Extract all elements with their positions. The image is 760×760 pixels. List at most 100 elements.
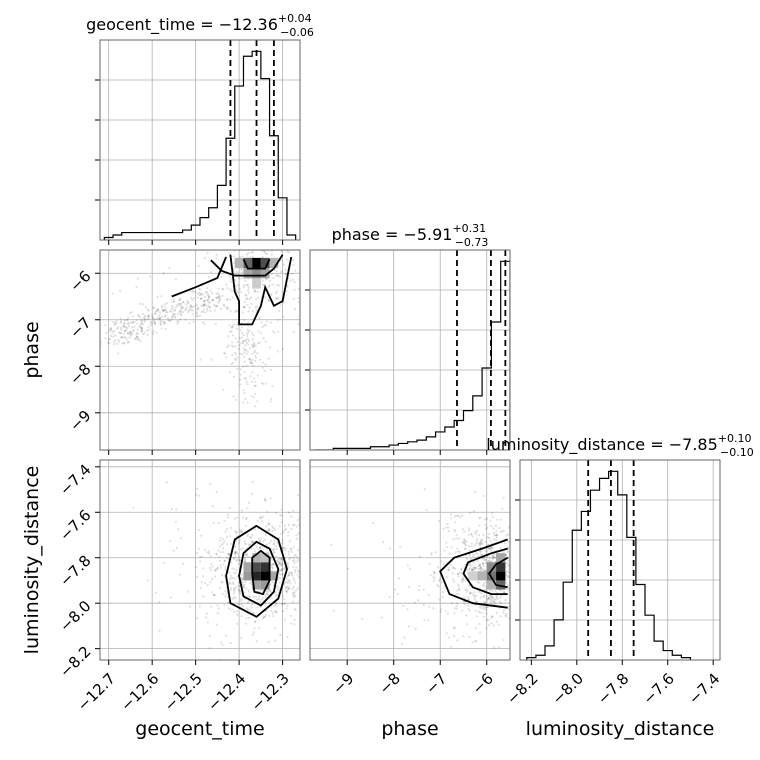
sample-point [156, 295, 159, 298]
sample-point [230, 290, 234, 293]
sample-point [258, 595, 261, 598]
sample-point [522, 556, 524, 558]
sample-point [456, 639, 459, 642]
sample-point [206, 251, 209, 255]
sample-point [195, 493, 198, 496]
density-cell [252, 580, 261, 590]
panel-title-luminosity_distance: luminosity_distance = −7.85+0.10 −0.10 [486, 432, 753, 459]
sample-point [271, 525, 274, 528]
sample-point [199, 555, 202, 558]
sample-point [486, 597, 490, 600]
sample-point [238, 558, 241, 562]
sample-point [479, 542, 482, 545]
sample-point [482, 562, 485, 566]
sample-point [452, 538, 455, 541]
sample-point [321, 520, 323, 522]
sample-point [242, 586, 245, 589]
sample-point [238, 378, 242, 381]
sample-point [265, 543, 268, 546]
sample-point [513, 566, 515, 568]
sample-point [528, 521, 530, 523]
sample-point [238, 277, 241, 280]
sample-point [245, 341, 248, 344]
sample-point [454, 551, 457, 554]
sample-point [225, 345, 229, 349]
sample-point [475, 640, 478, 643]
sample-point [162, 309, 165, 312]
sample-point [211, 298, 214, 301]
sample-point [534, 552, 536, 554]
sample-point [229, 589, 232, 592]
sample-point [471, 593, 475, 596]
sample-point [484, 601, 487, 604]
sample-point [270, 294, 273, 297]
sample-point [210, 577, 214, 581]
sample-point [252, 595, 255, 599]
sample-point [507, 540, 510, 543]
sample-point [239, 383, 242, 386]
sample-point [303, 564, 305, 566]
sample-point [529, 585, 531, 587]
sample-point [578, 604, 580, 606]
sample-point [125, 318, 128, 322]
sample-point [240, 636, 243, 640]
sample-point [418, 525, 420, 527]
sample-point [225, 306, 228, 309]
sample-point [269, 590, 272, 594]
sample-point [175, 306, 178, 309]
sample-point [427, 593, 430, 597]
sample-point [396, 592, 399, 596]
sample-point [191, 309, 194, 312]
sample-point [169, 319, 172, 323]
sample-point [315, 273, 317, 275]
sample-point [105, 331, 108, 334]
sample-point [583, 585, 585, 587]
sample-point [479, 569, 482, 572]
sample-point [239, 373, 242, 376]
sample-point [453, 567, 457, 570]
sample-point [220, 275, 223, 278]
sample-point [320, 540, 322, 542]
sample-point [231, 577, 234, 580]
sample-point [259, 600, 262, 603]
sample-point [297, 576, 300, 579]
sample-point [493, 553, 496, 556]
sample-point [204, 304, 208, 307]
sample-point [294, 589, 298, 592]
sample-point [453, 580, 456, 583]
sample-point [250, 302, 253, 305]
sample-point [239, 559, 242, 562]
sample-point [242, 365, 245, 368]
sample-point [179, 313, 183, 316]
x-tick-label: −7.6 [639, 670, 677, 708]
sample-point [206, 583, 209, 587]
sample-point [468, 591, 472, 594]
sample-point [118, 331, 121, 334]
sample-point [521, 588, 523, 590]
sample-point [292, 566, 295, 569]
sample-point [253, 222, 255, 224]
sample-point [141, 319, 144, 322]
sample-point [484, 602, 487, 605]
sample-point [451, 578, 455, 581]
x-tick-label: −8 [376, 670, 404, 698]
sample-point [191, 290, 194, 293]
sample-point [266, 243, 268, 245]
sample-point [139, 316, 142, 319]
sample-point [529, 653, 531, 655]
sample-point [270, 250, 274, 253]
sample-point [134, 338, 137, 341]
sample-point [240, 336, 243, 339]
sample-point [230, 344, 234, 347]
density-cell [496, 580, 506, 590]
sample-point [460, 578, 463, 581]
sample-point [271, 549, 274, 552]
sample-point [163, 321, 166, 324]
sample-point [283, 618, 286, 621]
sample-point [276, 560, 280, 563]
sample-point [215, 253, 218, 256]
sample-point [475, 539, 478, 542]
sample-point [172, 298, 175, 301]
sample-point [589, 617, 591, 619]
sample-point [197, 306, 200, 309]
